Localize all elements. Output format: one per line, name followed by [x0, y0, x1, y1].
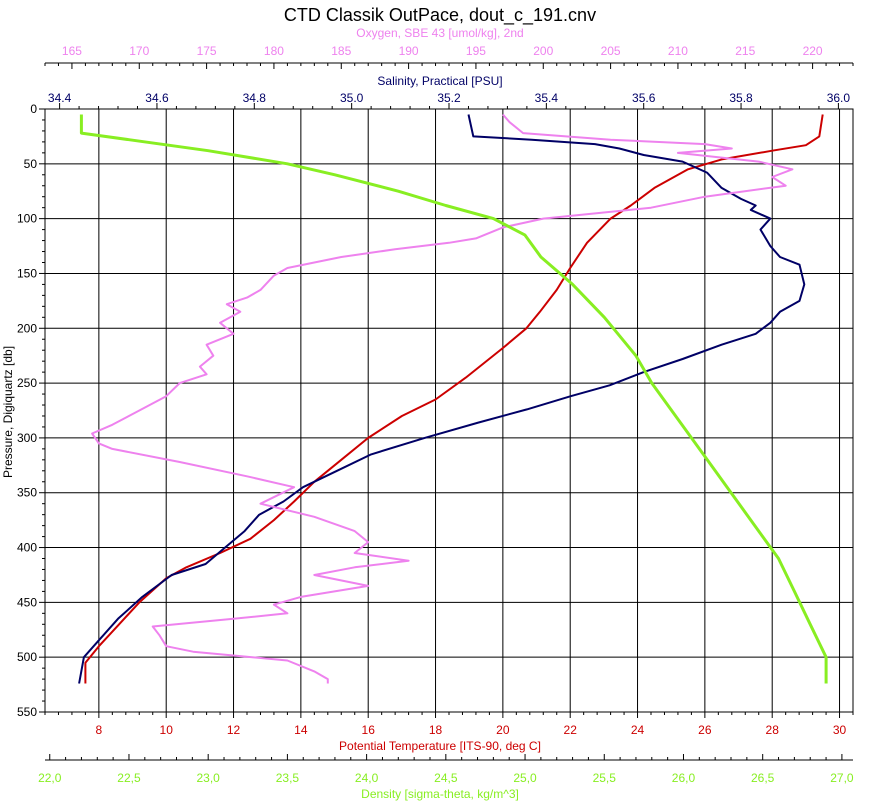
temperature-tick-label: 8 [96, 723, 103, 737]
density-tick-label: 26,0 [672, 771, 696, 785]
oxygen-tick-label: 170 [129, 44, 149, 58]
salinity-tick-label: 35.8 [729, 91, 753, 105]
oxygen-tick-label: 205 [601, 44, 621, 58]
temperature-axis-label: Potential Temperature [ITS-90, deg C] [339, 739, 541, 753]
oxygen-tick-label: 200 [533, 44, 553, 58]
density-tick-label: 23,0 [197, 771, 221, 785]
oxygen-tick-label: 215 [735, 44, 755, 58]
density-tick-label: 22,0 [38, 771, 62, 785]
density-tick-label: 25,0 [513, 771, 537, 785]
plot-frame [44, 108, 854, 713]
salinity-axis-label: Salinity, Practical [PSU] [377, 74, 502, 88]
density-tick-label: 25,5 [593, 771, 617, 785]
temperature-tick-label: 26 [698, 723, 712, 737]
salinity-tick-label: 34.8 [243, 91, 267, 105]
salinity-tick-label: 34.4 [48, 91, 72, 105]
grid [45, 108, 853, 713]
pressure-tick-label: 50 [24, 157, 38, 171]
pressure-tick-label: 250 [17, 376, 37, 390]
salinity-profile-line [78, 114, 806, 684]
salinity-tick-label: 35.4 [535, 91, 559, 105]
pressure-tick-label: 100 [17, 212, 37, 226]
temperature-tick-label: 20 [496, 723, 510, 737]
oxygen-tick-label: 190 [399, 44, 419, 58]
temperature-tick-label: 22 [564, 723, 578, 737]
salinity-tick-label: 34.6 [145, 91, 169, 105]
temperature-tick-label: 30 [833, 723, 847, 737]
pressure-tick-label: 500 [17, 650, 37, 664]
temperature-tick-label: 12 [227, 723, 241, 737]
salinity-tick-label: 35.6 [632, 91, 656, 105]
temperature-tick-label: 28 [766, 723, 780, 737]
pressure-tick-label: 150 [17, 266, 37, 280]
salinity-tick-label: 35.2 [437, 91, 461, 105]
pressure-tick-label: 350 [17, 486, 37, 500]
density-axis-label: Density [sigma-theta, kg/m^3] [361, 787, 519, 801]
density-profile-line [79, 114, 828, 684]
oxygen-tick-label: 195 [466, 44, 486, 58]
salinity-tick-label: 35.0 [340, 91, 364, 105]
temperature-tick-label: 14 [294, 723, 308, 737]
oxygen-tick-label: 175 [197, 44, 217, 58]
salinity-tick-label: 36.0 [827, 91, 851, 105]
temperature-tick-label: 10 [160, 723, 174, 737]
oxygen-tick-label: 220 [803, 44, 823, 58]
series-group [78, 113, 828, 684]
oxygen-tick-label: 165 [62, 44, 82, 58]
pressure-axis-label: Pressure, Digiquartz [db] [1, 346, 15, 478]
temperature-profile-line [84, 114, 824, 684]
oxygen-axis-label: Oxygen, SBE 43 [umol/kg], 2nd [356, 26, 523, 40]
temperature-tick-label: 18 [429, 723, 443, 737]
pressure-tick-label: 550 [17, 705, 37, 719]
oxygen-profile-line [91, 113, 794, 684]
density-tick-label: 27,0 [830, 771, 854, 785]
pressure-tick-label: 0 [30, 102, 37, 116]
temperature-tick-label: 16 [362, 723, 376, 737]
density-tick-label: 22,5 [117, 771, 141, 785]
oxygen-tick-label: 180 [264, 44, 284, 58]
oxygen-tick-label: 210 [668, 44, 688, 58]
temperature-tick-label: 24 [631, 723, 645, 737]
density-tick-label: 26,5 [751, 771, 775, 785]
pressure-tick-label: 400 [17, 541, 37, 555]
chart-title: CTD Classik OutPace, dout_c_191.cnv [284, 5, 596, 26]
oxygen-tick-label: 185 [331, 44, 351, 58]
pressure-tick-label: 300 [17, 431, 37, 445]
pressure-tick-label: 200 [17, 321, 37, 335]
pressure-tick-label: 450 [17, 595, 37, 609]
density-tick-label: 24,5 [434, 771, 458, 785]
density-tick-label: 23,5 [276, 771, 300, 785]
density-tick-label: 24,0 [355, 771, 379, 785]
